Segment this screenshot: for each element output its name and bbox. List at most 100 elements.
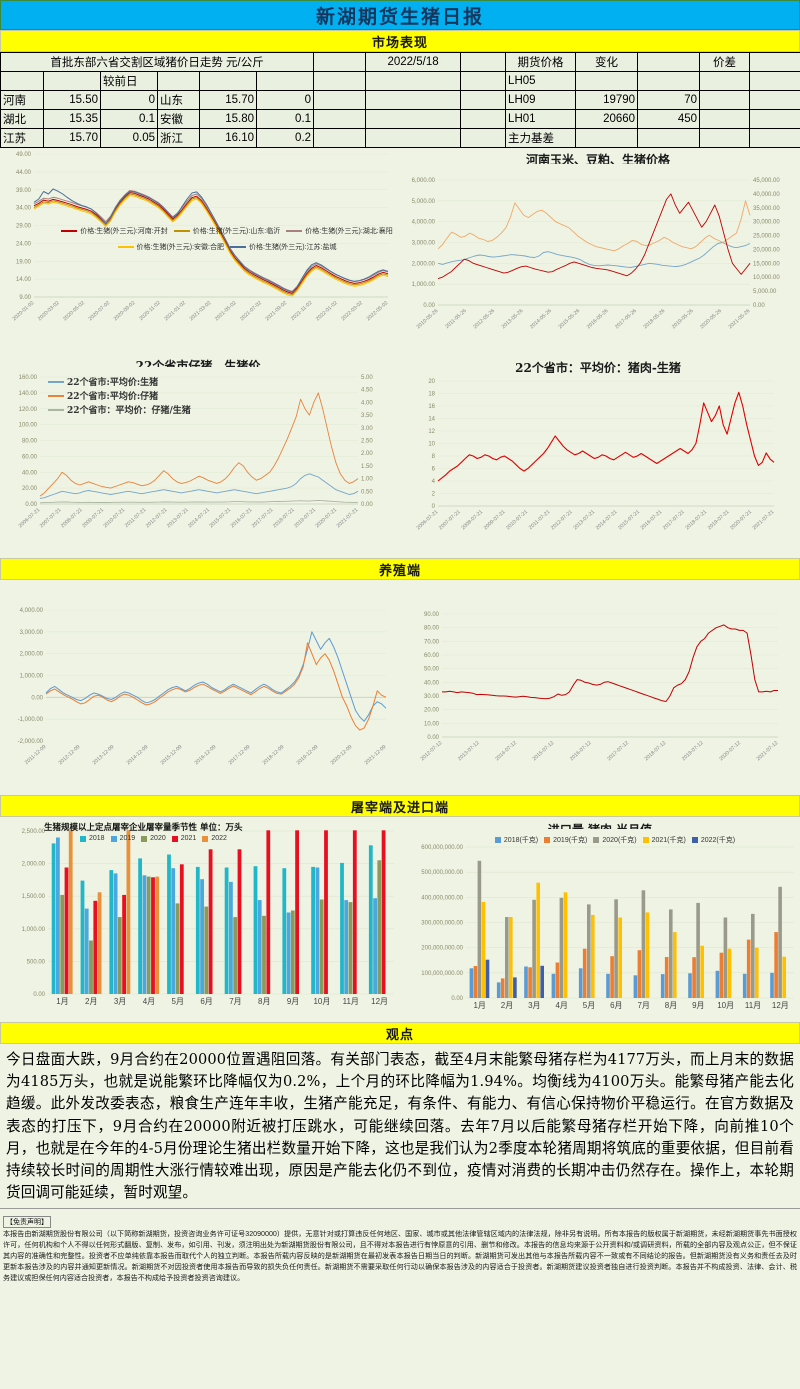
legend-swatch-icon	[642, 837, 649, 843]
report-date-cell: 2022/5/18	[365, 52, 462, 72]
svg-text:10月: 10月	[717, 1001, 734, 1010]
svg-text:2,500.00: 2,500.00	[22, 829, 46, 835]
vs-prev-day-header: 较前日	[100, 71, 158, 91]
svg-text:5,000.00: 5,000.00	[412, 199, 436, 205]
spacer-cell-3	[637, 52, 701, 72]
legend-item: 2020(千克)	[593, 835, 637, 845]
svg-text:0.00: 0.00	[361, 502, 373, 508]
legend-label: 价格:生猪(外三元):山东:临沂	[192, 228, 281, 235]
blank-cell	[365, 71, 462, 91]
futures-price-cell: 20660	[575, 109, 639, 129]
svg-text:2,000.00: 2,000.00	[22, 862, 46, 868]
legend-label: 价格:生猪(外三元):安徽:合肥	[136, 244, 225, 251]
svg-text:2月: 2月	[85, 997, 97, 1006]
svg-text:6月: 6月	[200, 997, 212, 1006]
svg-text:4,000.00: 4,000.00	[20, 608, 44, 614]
svg-text:0.00: 0.00	[451, 996, 463, 1002]
legend-item: 价格:生猪(外三元):江苏:盐城	[230, 242, 337, 252]
svg-text:400,000,000.00: 400,000,000.00	[421, 895, 463, 901]
blank-cell	[575, 71, 639, 91]
legend-label: 价格:生猪(外三元):江苏:盐城	[249, 244, 337, 251]
svg-text:1月: 1月	[56, 997, 68, 1006]
svg-text:1月: 1月	[473, 1001, 485, 1010]
svg-text:2月: 2月	[501, 1001, 513, 1010]
table-row: 湖北 15.35 0.1 安徽 15.80 0.1 LH01 20660 450	[0, 109, 800, 129]
table-row: 江苏 15.70 0.05 浙江 16.10 0.2 主力基差	[0, 128, 800, 148]
svg-text:9.00: 9.00	[19, 295, 31, 301]
svg-text:20.00: 20.00	[22, 486, 38, 492]
contract-cell: LH01	[505, 109, 577, 129]
blank-cell	[460, 71, 507, 91]
blank-cell	[749, 128, 800, 148]
chart-legend: 22个省市:平均价:生猪 22个省市:平均价:仔猪 22个省市：平均价：仔猪/生猪	[48, 375, 191, 416]
svg-text:0.00: 0.00	[427, 735, 439, 741]
chart-title: 河南玉米、豆粕、生猪价格	[525, 153, 670, 167]
blank-cell	[313, 128, 367, 148]
market-table: 首批东部六省交割区域猪价日走势 元/公斤 2022/5/18 期货价格 变化 价…	[0, 52, 800, 148]
price-cell: 15.70	[43, 128, 101, 148]
legend-swatch-icon	[202, 835, 209, 842]
change-header: 变化	[575, 52, 639, 72]
charts-row-3: 养殖利润:自繁自养生猪养殖利润:外购仔猪-2,000.00-1,000.000.…	[0, 580, 800, 795]
chart-slaughter-seasonality: 生猪规模以上定点屠宰企业屠宰量季节性 单位：万头 2018 2019 2020 2021…	[0, 817, 400, 1022]
svg-text:45,000.00: 45,000.00	[753, 178, 780, 184]
svg-text:100.00: 100.00	[19, 423, 38, 429]
svg-text:6: 6	[432, 467, 436, 473]
svg-text:80.00: 80.00	[22, 439, 38, 445]
legend-item: 2020	[141, 835, 166, 842]
legend-item: 2019	[110, 835, 135, 842]
svg-text:20,000.00: 20,000.00	[753, 247, 780, 253]
province-cell: 湖北	[0, 109, 44, 129]
legend-swatch-icon	[48, 380, 64, 383]
svg-text:34.00: 34.00	[16, 206, 32, 212]
delta-cell: 0.1	[100, 109, 158, 129]
province-cell: 山东	[157, 90, 200, 110]
svg-text:30,000.00: 30,000.00	[753, 220, 780, 226]
spacer-cell-2	[460, 52, 507, 72]
svg-text:8月: 8月	[665, 1001, 677, 1010]
svg-text:10,000.00: 10,000.00	[753, 275, 780, 281]
svg-text:2,000.00: 2,000.00	[20, 652, 44, 658]
blank-cell	[460, 128, 507, 148]
svg-text:5月: 5月	[172, 997, 184, 1006]
legend-swatch-icon	[494, 837, 501, 843]
chart-breeding-profit: 养殖利润:自繁自养生猪养殖利润:外购仔猪-2,000.00-1,000.000.…	[0, 580, 396, 795]
svg-text:60.00: 60.00	[22, 454, 38, 460]
svg-text:35,000.00: 35,000.00	[753, 206, 780, 212]
blank-cell	[699, 109, 751, 129]
svg-text:4.00: 4.00	[361, 400, 373, 406]
svg-text:29.00: 29.00	[16, 224, 32, 230]
legend-item: 22个省市:平均价:仔猪	[48, 389, 158, 402]
legend-swatch-icon	[593, 837, 600, 843]
svg-text:8: 8	[432, 454, 436, 460]
disclaimer-heading: 【免责声明】	[3, 1216, 51, 1229]
legend-swatch-icon	[61, 230, 78, 232]
svg-text:24.00: 24.00	[16, 241, 32, 247]
futures-change-cell: 450	[637, 109, 701, 129]
svg-text:1,000.00: 1,000.00	[22, 927, 46, 933]
svg-text:1.00: 1.00	[361, 477, 373, 483]
svg-text:-1,000.00: -1,000.00	[18, 717, 44, 723]
svg-text:120.00: 120.00	[19, 407, 38, 413]
legend-swatch-icon	[544, 837, 551, 843]
report-title-bar: 新湖期货生猪日报	[0, 0, 800, 30]
svg-text:19.00: 19.00	[16, 259, 32, 265]
svg-text:-2,000.00: -2,000.00	[18, 739, 44, 745]
svg-text:2,000.00: 2,000.00	[412, 261, 436, 267]
legend-item: 22个省市:平均价:生猪	[48, 375, 158, 388]
svg-text:4,000.00: 4,000.00	[412, 220, 436, 226]
chart-henan-corn-soymeal-hog: 河南玉米、豆粕、生猪价格现货价:玉米:郑州现货价:豆粕:周口出栏价:生猪(外三元…	[396, 148, 800, 353]
blank-cell	[460, 109, 507, 129]
svg-text:18: 18	[428, 392, 435, 398]
price-cell: 16.10	[199, 128, 257, 148]
delta-cell: 0.05	[100, 128, 158, 148]
futures-price-cell	[575, 128, 639, 148]
delta-cell: 0.1	[255, 109, 315, 129]
svg-text:0.00: 0.00	[31, 695, 43, 701]
blank-cell	[699, 90, 751, 110]
svg-text:40.00: 40.00	[22, 470, 38, 476]
legend-swatch-icon	[80, 835, 86, 842]
blank-cell	[460, 90, 507, 110]
legend-label: 2021	[180, 835, 197, 842]
svg-text:5,000.00: 5,000.00	[753, 289, 777, 295]
